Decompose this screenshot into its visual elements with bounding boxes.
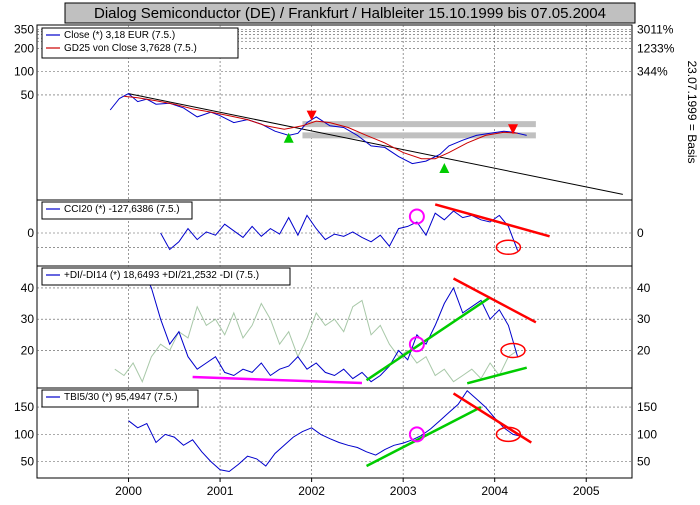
cci-series-line xyxy=(160,210,519,251)
series-layer xyxy=(109,92,623,473)
price-y-tick-label: 350 xyxy=(14,22,34,36)
buy-signal-marker xyxy=(283,132,294,143)
tbi-y-tick-label-right: 50 xyxy=(637,455,651,469)
legend-entry: CCI20 (*) -127,6386 (7.5.) xyxy=(64,204,180,215)
x-tick-label: 2002 xyxy=(298,484,325,498)
red-ellipse-annotation xyxy=(500,342,526,359)
tbi-y-tick-label-right: 150 xyxy=(637,400,657,414)
red-ellipse-annotation xyxy=(495,239,522,256)
tbi-y-tick-label: 150 xyxy=(14,400,34,414)
legend-box xyxy=(41,389,199,408)
price-y-tick-label: 100 xyxy=(14,65,34,79)
magenta-trend-annotation xyxy=(192,375,363,385)
price-y-tick-label: 200 xyxy=(14,41,34,55)
sell-signal-marker xyxy=(306,110,317,121)
chart-title: Dialog Semiconductor (DE) / Frankfurt / … xyxy=(94,5,606,22)
close-series-line xyxy=(109,92,527,165)
dmi-y-tick-label: 30 xyxy=(21,312,35,326)
x-tick-label: 2000 xyxy=(115,484,142,498)
magenta-circle-annotation xyxy=(408,208,425,225)
x-tick-label: 2004 xyxy=(481,484,508,498)
grey-bands-layer xyxy=(302,121,536,139)
tbi-y-tick-label: 100 xyxy=(14,427,34,441)
tbi-y-tick-label: 50 xyxy=(21,455,35,469)
tick-label-layer: 2000 2001 2002 2003 2004 2005350200100503011%… xyxy=(14,22,675,498)
dmi-y-tick-label: 20 xyxy=(21,343,35,357)
legend-entry: GD25 von Close 3,7628 (7.5.) xyxy=(64,43,197,54)
red-ellipse-annotation xyxy=(495,426,522,443)
red-trend-annotation xyxy=(452,392,532,444)
green-trend-annotation xyxy=(365,296,491,382)
price-y-tick-label-right: 1233% xyxy=(637,41,675,55)
gd25-series-line xyxy=(123,95,518,160)
grid-layer xyxy=(37,25,632,478)
green-trend-annotation xyxy=(466,366,528,385)
tbi-y-tick-label-right: 100 xyxy=(637,427,657,441)
legend-box xyxy=(41,27,239,59)
trendline xyxy=(128,93,623,195)
buy-signal-marker xyxy=(439,162,450,173)
x-tick-label: 2001 xyxy=(207,484,234,498)
tbi-series-line xyxy=(128,389,523,473)
cci-y-tick-label: 0 xyxy=(27,226,34,240)
basis-label: 23.07.1999 = Basis xyxy=(685,60,699,163)
legend-layer: Close (*) 3,18 EUR (7.5.) GD25 von Close … xyxy=(41,27,291,408)
annotation-layer xyxy=(192,110,550,468)
price-y-tick-label-right: 344% xyxy=(637,65,668,79)
magenta-circle-annotation xyxy=(408,336,425,353)
tbi-panel xyxy=(36,387,633,479)
dmi-y-tick-label-right: 30 xyxy=(637,312,651,326)
dmi-y-tick-label-right: 40 xyxy=(637,281,651,295)
minus-di-series-line xyxy=(114,299,518,383)
x-tick-label: 2005 xyxy=(573,484,600,498)
dmi-y-tick-label: 40 xyxy=(21,281,35,295)
dmi-y-tick-label-right: 20 xyxy=(637,343,651,357)
legend-entry: Close (*) 3,18 EUR (7.5.) xyxy=(64,30,175,41)
plus-di-series-line xyxy=(141,268,519,383)
legend-entry: TBI5/30 (*) 95,4947 (7.5.) xyxy=(64,392,177,403)
red-trend-annotation xyxy=(434,203,550,238)
price-y-tick-label: 50 xyxy=(21,88,35,102)
x-tick-label: 2003 xyxy=(390,484,417,498)
legend-box xyxy=(41,267,291,286)
title-box xyxy=(64,2,636,24)
cci-y-tick-label-right: 0 xyxy=(637,226,644,240)
sell-signal-marker xyxy=(508,124,518,135)
legend-box xyxy=(41,201,193,220)
price-y-tick-label-right: 3011% xyxy=(637,22,674,36)
magenta-circle-annotation xyxy=(408,426,425,443)
legend-entry: +DI/-DI14 (*) 18,6493 +DI/21,2532 -DI (7… xyxy=(64,270,259,281)
red-trend-annotation xyxy=(452,277,537,324)
